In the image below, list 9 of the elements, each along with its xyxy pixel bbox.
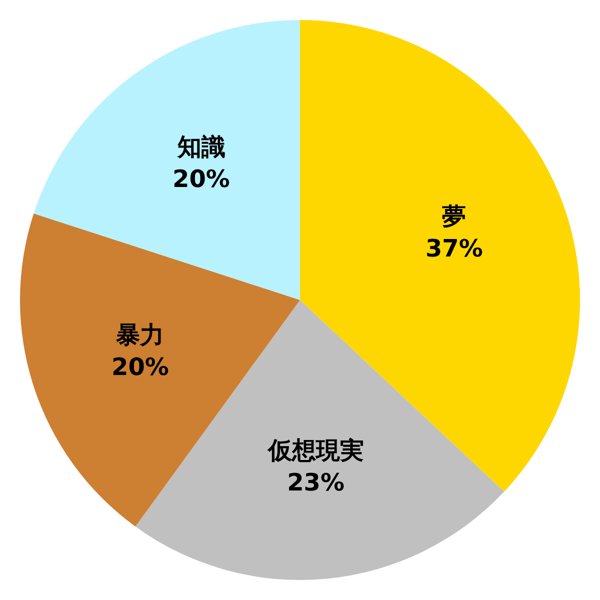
slice-label: 暴力	[115, 320, 164, 349]
data-label: 37%	[425, 234, 483, 262]
slice-label: 知識	[176, 133, 226, 162]
data-label: 20%	[172, 165, 230, 194]
slice-label: 仮想現実	[266, 436, 364, 464]
data-label: 23%	[287, 468, 345, 496]
pie-slice	[34, 20, 300, 300]
data-label: 20%	[111, 352, 169, 381]
slice-label: 夢	[442, 202, 466, 230]
